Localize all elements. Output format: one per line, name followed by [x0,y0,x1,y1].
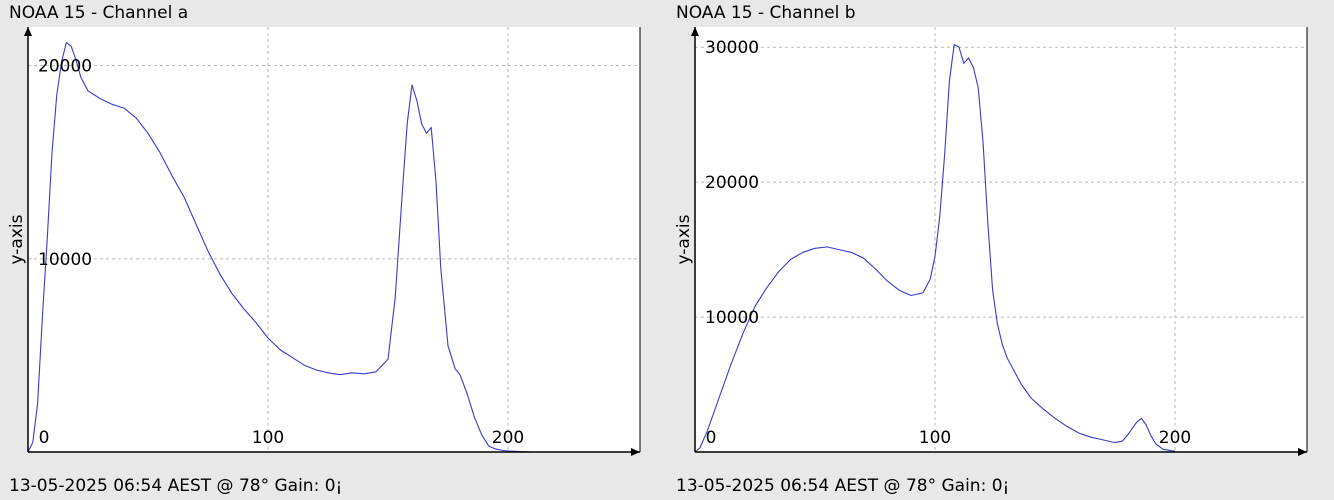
plot-area [28,27,640,452]
chart-footer-status: 13-05-2025 06:54 AEST @ 78° Gain: 0¡ [676,476,1010,496]
x-tick-label: 0 [706,428,717,448]
y-axis-arrow [24,27,32,36]
y-axis-label: y-axis [7,214,27,264]
chart-title: NOAA 15 - Channel b [676,3,856,23]
y-tick-label: 30000 [705,38,759,58]
x-axis-arrow [631,448,640,456]
chart-panel-a: NOAA 15 - Channel a 0 100 200 10000 20000 y-a… [7,3,641,496]
y-axis-arrow [691,27,699,36]
y-tick-label: 10000 [705,308,759,328]
y-axis-label: y-axis [674,214,694,264]
plot-area [695,27,1307,452]
chart-panel-b: NOAA 15 - Channel b 0 100 200 10000 20000 300… [667,0,1334,500]
x-tick-label: 100 [919,428,951,448]
data-series-line [694,43,1176,453]
y-tick-label: 10000 [38,250,92,270]
y-tick-label: 20000 [705,173,759,193]
y-tick-label: 20000 [38,57,92,77]
x-axis-arrow [1298,448,1307,456]
line-chart-a: 0 100 200 10000 20000 y-axis [7,27,641,456]
chart-footer-status: 13-05-2025 06:54 AEST @ 78° Gain: 0¡ [9,476,343,496]
line-chart-b: 0 100 200 10000 20000 30000 y-axis [674,27,1308,456]
x-tick-label: 200 [1159,428,1191,448]
x-tick-label: 100 [252,428,284,448]
data-series-line [27,41,533,453]
chart-title: NOAA 15 - Channel a [9,3,189,23]
x-tick-label: 0 [39,428,50,448]
x-tick-label: 200 [492,428,524,448]
